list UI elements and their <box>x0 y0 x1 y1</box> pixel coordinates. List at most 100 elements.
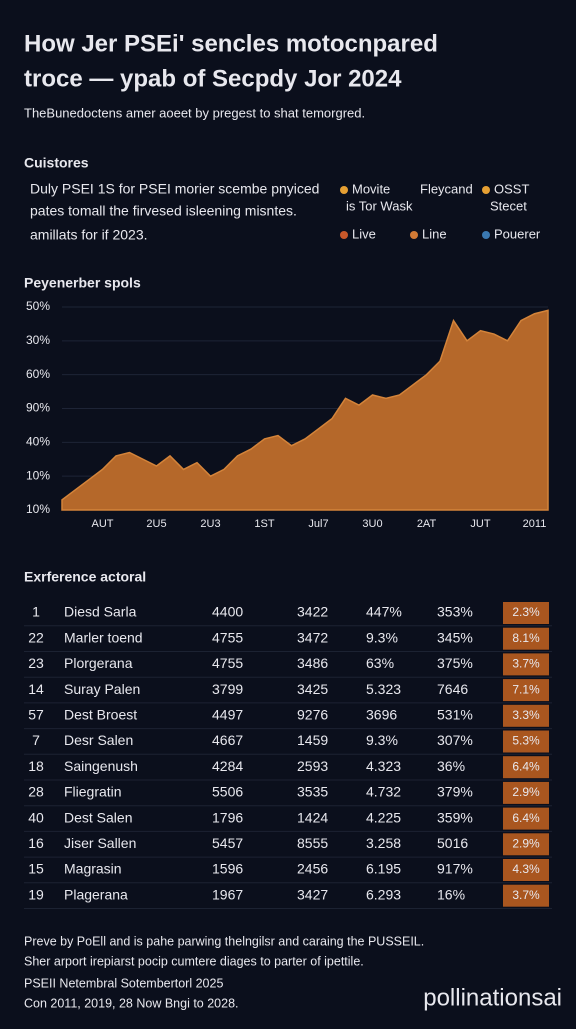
legend-label: is Tor Wask <box>346 198 413 213</box>
table-cell: Dest Salen <box>64 809 132 825</box>
title: troce — ypab of Secpdy Jor 2024 <box>24 65 402 92</box>
legend-label: Pouerer <box>494 226 541 241</box>
chart-title: Peyenerber spols <box>24 275 141 291</box>
table-cell: 4400 <box>212 604 243 620</box>
legend-swatch <box>340 231 348 239</box>
x-tick-label: 3U0 <box>362 518 382 530</box>
table-cell: 5.3% <box>512 734 540 748</box>
table-cell: 4.323 <box>366 758 401 774</box>
footer-text: Sher arport irepiarst pocip cumtere diag… <box>24 954 364 968</box>
table-cell: 6.195 <box>366 861 401 877</box>
table-cell: 5016 <box>437 835 468 851</box>
description: pates tomall the firvesed isleening misn… <box>30 203 297 219</box>
description: amillats for if 2023. <box>30 227 148 243</box>
table-cell: 1424 <box>297 809 328 825</box>
table-cell: 3.3% <box>512 708 540 722</box>
cell-badge <box>503 730 549 753</box>
table-cell: 1796 <box>212 809 243 825</box>
section-heading: Cuistores <box>24 155 89 171</box>
table-cell: Magrasin <box>64 861 122 877</box>
cell-badge <box>503 653 549 676</box>
table-cell: 7.1% <box>512 682 540 696</box>
table-cell: 345% <box>437 629 473 645</box>
table-cell: 3.258 <box>366 835 401 851</box>
y-tick-label: 30% <box>26 333 50 347</box>
subtitle: TheBunedoctens amer aoeet by pregest to … <box>24 105 365 120</box>
x-tick-label: 1ST <box>254 518 274 530</box>
description: Duly PSEI 1S for PSEI morier scembe pnyi… <box>30 181 319 197</box>
cell-badge <box>503 884 549 907</box>
table-cell: 7 <box>32 732 40 748</box>
x-tick-label: 2U5 <box>146 518 166 530</box>
title: How Jer PSEi' sencles motocnpared <box>24 30 438 57</box>
table-cell: Desr Salen <box>64 732 133 748</box>
table-cell: 4.732 <box>366 784 401 800</box>
table-cell: 2.9% <box>512 836 540 850</box>
table-cell: 28 <box>28 784 44 800</box>
table-cell: 307% <box>437 732 473 748</box>
table-cell: Plorgerana <box>64 655 133 671</box>
table-cell: 14 <box>28 681 44 697</box>
table-cell: 1 <box>32 604 40 620</box>
cell-badge <box>503 781 549 804</box>
footer-text: PSEII Netembral Sotembertorl 2025 <box>24 976 223 990</box>
footer-text: Preve by PoEll and is pahe parwing theln… <box>24 934 424 948</box>
table-cell: 5457 <box>212 835 243 851</box>
y-tick-label: 10% <box>26 502 50 516</box>
table-cell: Saingenush <box>64 758 138 774</box>
table-cell: Fliegratin <box>64 784 122 800</box>
table-cell: 9.3% <box>366 732 398 748</box>
table-cell: 3427 <box>297 886 328 902</box>
y-tick-label: 10% <box>26 468 50 482</box>
table-cell: 3486 <box>297 655 328 671</box>
table-cell: 353% <box>437 604 473 620</box>
table-cell: 19 <box>28 886 44 902</box>
cell-badge <box>503 679 549 702</box>
x-tick-label: JUT <box>470 518 490 530</box>
y-tick-label: 40% <box>26 435 50 449</box>
legend-label: Fleycand <box>420 181 473 196</box>
table-cell: 3472 <box>297 629 328 645</box>
table-cell: 2456 <box>297 861 328 877</box>
table-cell: 57 <box>28 707 44 723</box>
table-cell: 3535 <box>297 784 328 800</box>
cell-badge <box>503 807 549 830</box>
table-cell: 4755 <box>212 629 243 645</box>
table-cell: 8555 <box>297 835 328 851</box>
table-cell: 1596 <box>212 861 243 877</box>
y-tick-label: 60% <box>26 367 50 381</box>
table-cell: 5506 <box>212 784 243 800</box>
x-tick-label: 2AT <box>417 518 437 530</box>
table-cell: 531% <box>437 707 473 723</box>
legend-swatch <box>410 231 418 239</box>
table-cell: 22 <box>28 629 44 645</box>
table-cell: 1967 <box>212 886 243 902</box>
table-cell: 447% <box>366 604 402 620</box>
table-cell: 36% <box>437 758 465 774</box>
table-cell: 5.323 <box>366 681 401 697</box>
cell-badge <box>503 859 549 881</box>
table-cell: 9276 <box>297 707 328 723</box>
legend-swatch <box>482 186 490 194</box>
table-cell: 3.7% <box>512 657 540 671</box>
table-cell: 63% <box>366 655 394 671</box>
cell-badge <box>503 833 549 856</box>
x-tick-label: Jul7 <box>308 518 328 530</box>
table-cell: Suray Palen <box>64 681 140 697</box>
table-cell: Dest Broest <box>64 707 137 723</box>
table-cell: 375% <box>437 655 473 671</box>
table-cell: 917% <box>437 861 473 877</box>
cell-badge <box>503 627 549 650</box>
table-cell: 3422 <box>297 604 328 620</box>
table-cell: 2.9% <box>512 785 540 799</box>
table-cell: 3799 <box>212 681 243 697</box>
table-cell: 23 <box>28 655 44 671</box>
table-cell: 2593 <box>297 758 328 774</box>
table-cell: 6.4% <box>512 759 540 773</box>
x-tick-label: 2011 <box>523 518 547 530</box>
table-cell: 3425 <box>297 681 328 697</box>
table-title: Exrference actoral <box>24 569 146 585</box>
table-cell: 1459 <box>297 732 328 748</box>
